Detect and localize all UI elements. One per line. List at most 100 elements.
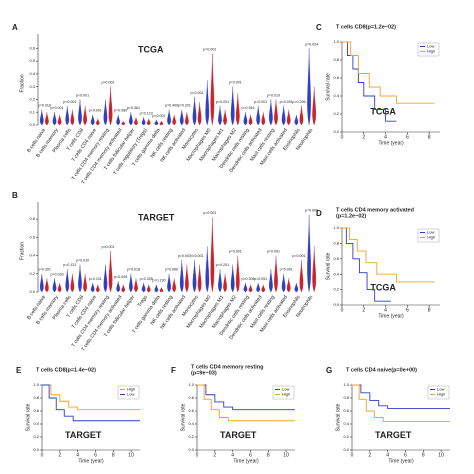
panel-letter: C <box>316 23 322 32</box>
y-axis-label: Fraction <box>19 242 25 260</box>
chart-title: T cells CD4 naive(p=0e+00) <box>346 367 417 373</box>
violin <box>269 99 273 126</box>
p-value-label: p=0.101 <box>89 277 102 281</box>
y-tick-label: 0.6 <box>29 234 35 239</box>
y-tick-label: 0.2 <box>29 271 35 276</box>
y-tick-label: 0.8 <box>343 395 349 400</box>
y-tick-label: 1.0 <box>33 382 39 387</box>
y-tick-label: 0.8 <box>29 216 35 221</box>
violin <box>185 112 189 126</box>
violin <box>269 269 273 293</box>
chart-annotation: TCGA <box>370 282 396 292</box>
panel-letter: E <box>16 366 22 375</box>
y-tick-label: 0.0 <box>343 447 349 452</box>
p-value-label: p<0.001 <box>101 245 114 249</box>
violin <box>154 284 159 293</box>
x-tick-label: 2 <box>368 452 371 458</box>
y-tick-label: 0.0 <box>188 447 194 452</box>
chart-annotation: TARGET <box>220 430 257 440</box>
violin <box>70 109 75 126</box>
violin <box>141 117 146 126</box>
x-axis-label: Time (year) <box>388 458 414 464</box>
y-tick-label: 0.8 <box>333 240 339 245</box>
p-value-label: p=0.001 <box>229 250 242 254</box>
violin <box>167 109 171 126</box>
y-tick-label: 0.4 <box>343 421 349 426</box>
p-value-label: p<0.001 <box>76 93 89 97</box>
violin <box>179 260 184 293</box>
p-value-label: p=0.024 <box>305 42 318 46</box>
survival-curve <box>342 227 391 302</box>
survival-curve <box>197 384 295 411</box>
y-axis-label: Survival rate <box>325 252 331 280</box>
y-tick-label: 0.2 <box>29 97 35 102</box>
violin <box>230 86 235 126</box>
p-value-label: p=0.305 <box>140 277 153 281</box>
violin <box>141 282 146 293</box>
x-tick-label: 4 <box>384 134 387 140</box>
violin <box>146 118 151 126</box>
x-tick-label: 6 <box>249 452 252 458</box>
x-axis-label: Time (year) <box>378 140 404 146</box>
y-tick-label: 0.0 <box>333 129 339 134</box>
p-value-label: p=0.018 <box>38 104 51 108</box>
x-tick-label: Tregs <box>137 294 149 308</box>
p-value-label: p=0.361 <box>127 106 140 110</box>
x-tick-label: 2 <box>213 452 216 458</box>
legend-label: Low <box>427 230 434 235</box>
legend-label: Low <box>282 387 289 392</box>
violin <box>223 109 227 126</box>
violin <box>65 269 70 293</box>
y-tick-label: 0.4 <box>29 253 35 258</box>
x-tick-label: 8 <box>428 307 431 313</box>
violin <box>116 114 121 126</box>
legend-label: Low <box>427 44 434 49</box>
x-tick-label: 0 <box>341 307 344 313</box>
violin <box>205 246 210 293</box>
y-axis-label: Fraction <box>19 74 25 92</box>
y-tick-label: 0.4 <box>29 71 35 76</box>
violin <box>57 282 62 293</box>
violin <box>90 282 95 293</box>
survival-curve <box>342 41 435 104</box>
violin <box>121 120 126 126</box>
p-value-label: p=0.001 <box>191 254 204 258</box>
violin <box>45 278 49 293</box>
chart-title: (p=9e−03) <box>191 370 217 376</box>
p-value-label: p=0.301 <box>38 268 51 272</box>
y-tick-label: 1.0 <box>333 225 339 230</box>
p-value-label: p=0.001 <box>191 91 204 95</box>
violin <box>83 273 87 293</box>
chart-annotation: TARGET <box>138 212 175 222</box>
p-value-label: p=0.001 <box>51 106 64 110</box>
y-tick-label: 0.0 <box>333 302 339 307</box>
p-value-label: p=0.051 <box>254 277 267 281</box>
y-tick-label: 0.6 <box>29 45 35 50</box>
x-tick-label: 4 <box>231 452 234 458</box>
violin <box>281 273 286 293</box>
y-tick-label: 0.2 <box>333 111 339 116</box>
survival-curve <box>42 384 140 422</box>
y-tick-label: 0.4 <box>188 421 194 426</box>
violin <box>248 114 253 126</box>
violin <box>248 284 253 293</box>
violin <box>197 102 202 126</box>
x-tick-label: 0 <box>41 452 44 458</box>
violin <box>312 86 317 126</box>
p-value-label: p=0.123 <box>140 111 153 115</box>
violin <box>83 105 87 126</box>
violin <box>167 273 171 293</box>
x-tick-label: 2 <box>362 307 365 313</box>
violin <box>39 109 44 126</box>
x-tick-label: 8 <box>267 452 270 458</box>
p-value-label: p=0.001 <box>152 114 165 118</box>
violin <box>78 264 82 293</box>
violin <box>205 80 210 126</box>
violin <box>146 284 151 293</box>
p-value-label: p=0.001 <box>229 81 242 85</box>
p-value-label: p=0.001 <box>216 100 229 104</box>
y-axis-label: Survival rate <box>325 73 331 101</box>
violin <box>103 99 108 126</box>
x-tick-label: 0 <box>196 452 199 458</box>
p-value-label: p=0.005 <box>114 275 127 279</box>
